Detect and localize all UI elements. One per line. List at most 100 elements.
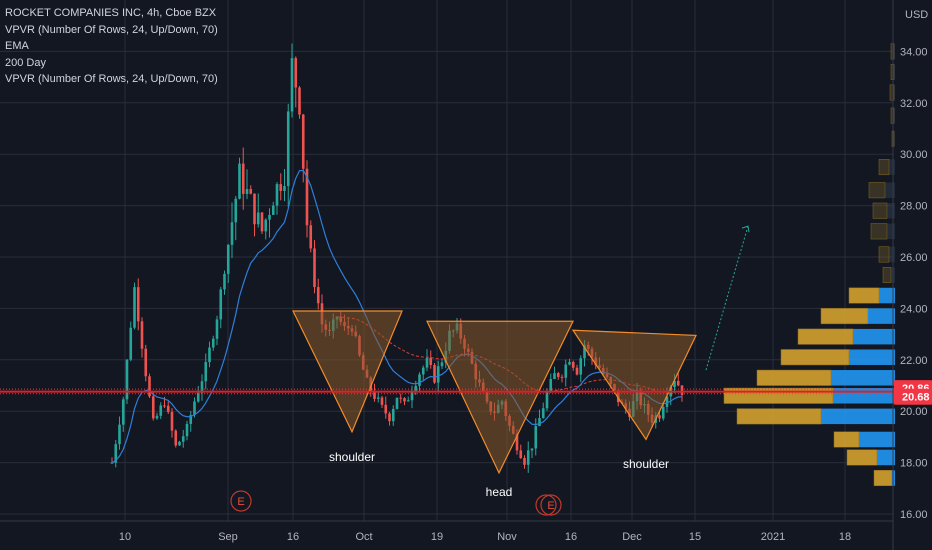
vp-bar-down bbox=[848, 287, 880, 304]
x-tick-label: 19 bbox=[431, 531, 443, 543]
candle-body bbox=[395, 397, 399, 409]
y-tick-label: 16.00 bbox=[900, 509, 928, 521]
candle-body bbox=[575, 367, 579, 375]
indicator-vpvr-2[interactable]: VPVR (Number Of Rows, 24, Up/Down, 70) bbox=[5, 73, 218, 85]
vp-bar-up bbox=[887, 202, 895, 219]
candle-body bbox=[384, 404, 388, 414]
vp-bar-up bbox=[849, 349, 895, 365]
earnings-marker-circle bbox=[535, 494, 557, 516]
vp-bar-down bbox=[736, 408, 822, 425]
head-triangle bbox=[426, 320, 574, 475]
candle-body bbox=[178, 441, 181, 446]
candle-body bbox=[211, 338, 215, 348]
candle-body bbox=[568, 361, 571, 365]
earnings-marker: E bbox=[535, 494, 562, 516]
candle-body bbox=[680, 385, 684, 395]
earnings-marker-circle bbox=[540, 494, 562, 516]
vp-bar-down bbox=[780, 349, 850, 366]
candle-body bbox=[294, 58, 298, 88]
candle-body bbox=[571, 361, 575, 368]
vp-bar-down bbox=[882, 266, 892, 283]
candle-body bbox=[421, 367, 425, 375]
indicator-vpvr-1[interactable]: VPVR (Number Of Rows, 24, Up/Down, 70) bbox=[5, 23, 218, 36]
candle-body bbox=[118, 424, 121, 445]
vp-bar-up bbox=[868, 308, 895, 324]
y-tick-label: 30.00 bbox=[900, 149, 928, 161]
candle-body bbox=[665, 396, 669, 407]
candle-body bbox=[151, 396, 155, 419]
candle-body bbox=[526, 450, 530, 465]
candle-body bbox=[140, 321, 144, 349]
candle-body bbox=[399, 397, 403, 399]
candle-body bbox=[391, 408, 395, 422]
vp-bar-down bbox=[833, 431, 860, 448]
vp-bar-up bbox=[894, 107, 895, 124]
x-tick-label: Sep bbox=[218, 531, 238, 543]
vp-bar-down bbox=[873, 470, 893, 487]
candle-body bbox=[301, 114, 305, 169]
ema-line bbox=[111, 169, 683, 464]
candle-body bbox=[545, 391, 549, 409]
vp-bar-up bbox=[894, 64, 895, 80]
vp-bar-up bbox=[889, 246, 895, 263]
candle-body bbox=[403, 398, 406, 402]
left-shoulder-triangle bbox=[292, 310, 403, 434]
candle-body bbox=[564, 364, 568, 378]
indicator-200-day[interactable]: 200 Day bbox=[5, 56, 46, 69]
candle-body bbox=[193, 401, 196, 416]
candle-body bbox=[268, 214, 271, 220]
candle-body bbox=[189, 415, 193, 424]
vp-bar-up bbox=[821, 408, 895, 425]
candle-body bbox=[279, 184, 283, 191]
candle-body bbox=[133, 287, 136, 328]
y-tick-label: 34.00 bbox=[900, 46, 928, 58]
candle-body bbox=[170, 411, 174, 431]
x-tick-label: 16 bbox=[287, 531, 299, 543]
x-tick-label: Oct bbox=[355, 531, 372, 543]
x-tick-label: 18 bbox=[839, 531, 851, 543]
candle-body bbox=[260, 212, 264, 232]
candle-body bbox=[673, 380, 676, 388]
y-tick-label: 22.00 bbox=[900, 355, 928, 367]
candle-body bbox=[125, 359, 129, 400]
vp-bar-down bbox=[870, 223, 888, 240]
x-tick-label: 15 bbox=[689, 531, 701, 543]
candle-body bbox=[148, 376, 151, 397]
candle-body bbox=[230, 222, 234, 245]
price-label-text: 20.68 bbox=[902, 392, 930, 404]
candle-body bbox=[163, 405, 166, 407]
candle-body bbox=[129, 327, 133, 360]
candle-body bbox=[425, 357, 429, 368]
candle-body bbox=[114, 444, 118, 463]
vp-bar-down bbox=[756, 369, 832, 386]
candle-body bbox=[249, 189, 253, 194]
candle-body bbox=[208, 347, 211, 363]
chart-title[interactable]: ROCKET COMPANIES INC, 4h, Cboe BZX bbox=[5, 7, 217, 19]
y-tick-label: 20.00 bbox=[900, 406, 928, 418]
candle-body bbox=[410, 392, 414, 401]
candle-body bbox=[226, 244, 230, 274]
vp-bar-down bbox=[723, 387, 834, 404]
earnings-marker: E bbox=[230, 490, 252, 512]
vp-bar-down bbox=[797, 328, 854, 345]
candle-body bbox=[238, 163, 241, 199]
vp-bar-down bbox=[878, 246, 890, 263]
vp-bar-up bbox=[853, 328, 895, 345]
candle-body bbox=[159, 405, 163, 416]
x-tick-label: 2021 bbox=[761, 531, 785, 543]
candle-body bbox=[245, 189, 249, 194]
indicator-ema[interactable]: EMA bbox=[5, 40, 29, 52]
vp-bar-up bbox=[887, 223, 895, 240]
vp-bar-up bbox=[879, 287, 895, 304]
y-tick-label: 24.00 bbox=[900, 303, 928, 315]
y-tick-label: 18.00 bbox=[900, 458, 928, 470]
candle-body bbox=[136, 287, 140, 322]
vp-bar-down bbox=[889, 84, 895, 101]
vp-bar-up bbox=[889, 159, 895, 175]
candle-body bbox=[305, 168, 309, 226]
candle-body bbox=[414, 385, 418, 393]
vp-bar-down bbox=[868, 182, 886, 199]
candle-body bbox=[556, 373, 560, 377]
